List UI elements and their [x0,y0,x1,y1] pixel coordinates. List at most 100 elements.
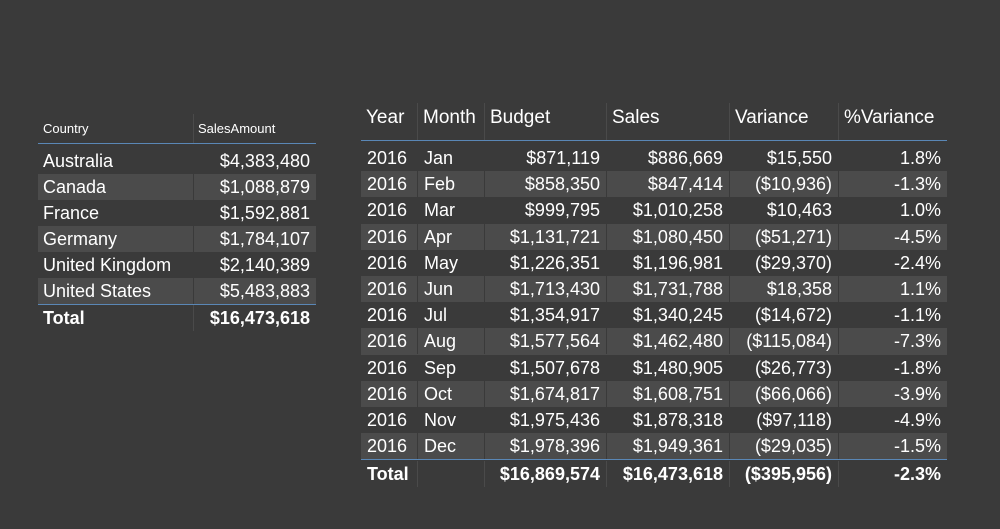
table-row[interactable]: 2016 Jan $871,119 $886,669 $15,550 1.8% [361,145,947,172]
table-row[interactable]: 2016 Jul $1,354,917 $1,340,245 ($14,672) -1.1… [361,302,947,329]
variance-cell: $10,463 [730,197,839,224]
year-cell: 2016 [361,433,418,460]
column-header-pct-variance[interactable]: %Variance [844,107,935,128]
variance-cell: ($29,370) [730,249,839,276]
year-cell: 2016 [361,380,418,407]
total-label: Total [38,305,194,331]
sales-cell: $1,010,258 [607,197,730,224]
pct-variance-cell: 1.8% [899,148,941,169]
sales-cell: $1,592,881 [219,203,310,223]
budget-cell: $1,674,817 [485,380,607,407]
sales-cell: $886,669 [607,145,730,172]
table-row[interactable]: Canada $1,088,879 [38,174,316,200]
sales-cell: $1,080,450 [607,223,730,250]
pct-variance-cell: -1.1% [893,305,941,326]
budget-cell: $1,226,351 [485,249,607,276]
sales-cell: $1,949,361 [607,433,730,460]
column-header-month[interactable]: Month [418,103,485,140]
month-cell: Sep [418,354,485,381]
budget-cell: $1,131,721 [485,223,607,250]
budget-cell: $1,354,917 [485,302,607,329]
table-row[interactable]: 2016 Sep $1,507,678 $1,480,905 ($26,773) -1.8… [361,354,947,381]
pct-variance-cell: -4.9% [893,409,941,430]
pct-variance-cell: -1.3% [893,174,941,195]
country-cell: Australia [38,148,194,174]
sales-cell: $1,608,751 [607,380,730,407]
budget-cell: $1,577,564 [485,328,607,355]
year-cell: 2016 [361,302,418,329]
country-cell: United States [38,278,194,304]
total-variance: ($395,956) [730,460,839,487]
year-cell: 2016 [361,249,418,276]
table-row[interactable]: United States $5,483,883 [38,278,316,304]
column-header-variance[interactable]: Variance [730,103,839,140]
table-row[interactable]: 2016 Jun $1,713,430 $1,731,788 $18,358 1.1% [361,275,947,303]
table-row[interactable]: 2016 Dec $1,978,396 $1,949,361 ($29,035) -1.5… [361,433,947,460]
country-cell: United Kingdom [38,252,194,278]
total-budget: $16,869,574 [485,460,607,487]
sales-cell: $4,383,480 [219,151,310,171]
pct-variance-cell: -7.3% [893,331,941,352]
table-row[interactable]: 2016 Feb $858,350 $847,414 ($10,936) -1.3% [361,171,947,198]
column-header-budget[interactable]: Budget [485,103,607,140]
month-cell: Nov [418,406,485,433]
table-row[interactable]: France $1,592,881 [38,200,316,226]
total-sales: $16,473,618 [607,460,730,487]
budget-cell: $871,119 [485,145,607,172]
table-row[interactable]: 2016 Aug $1,577,564 $1,462,480 ($115,084) -7.… [361,328,947,355]
total-row: Total $16,869,574 $16,473,618 ($395,956)… [361,459,947,487]
variance-cell: ($97,118) [730,406,839,433]
table-row[interactable]: 2016 Apr $1,131,721 $1,080,450 ($51,271) -4.5… [361,223,947,250]
sales-cell: $1,340,245 [607,302,730,329]
column-header-country[interactable]: Country [38,114,194,143]
sales-cell: $1,784,107 [219,229,310,249]
sales-cell: $847,414 [607,171,730,198]
table-row[interactable]: 2016 Mar $999,795 $1,010,258 $10,463 1.0% [361,197,947,224]
budget-cell: $858,350 [485,171,607,198]
table-header: Year Month Budget Sales Variance %Varian… [361,103,947,141]
variance-cell: ($29,035) [730,433,839,460]
month-cell: May [418,249,485,276]
variance-cell: ($51,271) [730,223,839,250]
column-header-sales[interactable]: Sales [607,103,730,140]
pct-variance-cell: -4.5% [893,226,941,247]
budget-cell: $1,507,678 [485,354,607,381]
variance-cell: ($115,084) [730,328,839,355]
table-row[interactable]: 2016 Oct $1,674,817 $1,608,751 ($66,066) -3.9… [361,380,947,407]
sales-cell: $1,731,788 [607,276,730,303]
total-pct-variance: -2.3% [893,463,941,484]
sales-cell: $1,878,318 [607,406,730,433]
year-cell: 2016 [361,223,418,250]
total-sales: $16,473,618 [209,308,310,328]
variance-cell: ($66,066) [730,380,839,407]
table-row[interactable]: Germany $1,784,107 [38,226,316,252]
variance-cell: $15,550 [730,145,839,172]
sales-cell: $1,196,981 [607,249,730,276]
year-cell: 2016 [361,171,418,198]
pct-variance-cell: -1.8% [893,357,941,378]
column-header-year[interactable]: Year [361,103,418,140]
total-label: Total [361,460,418,487]
total-row: Total $16,473,618 [38,304,316,331]
country-cell: France [38,200,194,226]
year-cell: 2016 [361,354,418,381]
country-cell: Germany [38,226,194,252]
table-row[interactable]: Australia $4,383,480 [38,148,316,174]
budget-cell: $1,975,436 [485,406,607,433]
budget-cell: $1,713,430 [485,276,607,303]
month-cell: Feb [418,171,485,198]
month-cell: Oct [418,380,485,407]
variance-cell: ($26,773) [730,354,839,381]
table-row[interactable]: 2016 Nov $1,975,436 $1,878,318 ($97,118) -4.9… [361,406,947,433]
pct-variance-cell: -1.5% [893,436,941,457]
budget-cell: $999,795 [485,197,607,224]
column-header-salesamount[interactable]: SalesAmount [198,121,276,136]
variance-cell: ($10,936) [730,171,839,198]
monthly-budget-table: Year Month Budget Sales Variance %Varian… [361,103,947,487]
pct-variance-cell: 1.1% [899,279,941,300]
table-row[interactable]: 2016 May $1,226,351 $1,196,981 ($29,370) -2.4… [361,249,947,276]
table-row[interactable]: United Kingdom $2,140,389 [38,252,316,278]
sales-cell: $1,462,480 [607,328,730,355]
sales-cell: $5,483,883 [219,281,310,301]
budget-cell: $1,978,396 [485,433,607,460]
